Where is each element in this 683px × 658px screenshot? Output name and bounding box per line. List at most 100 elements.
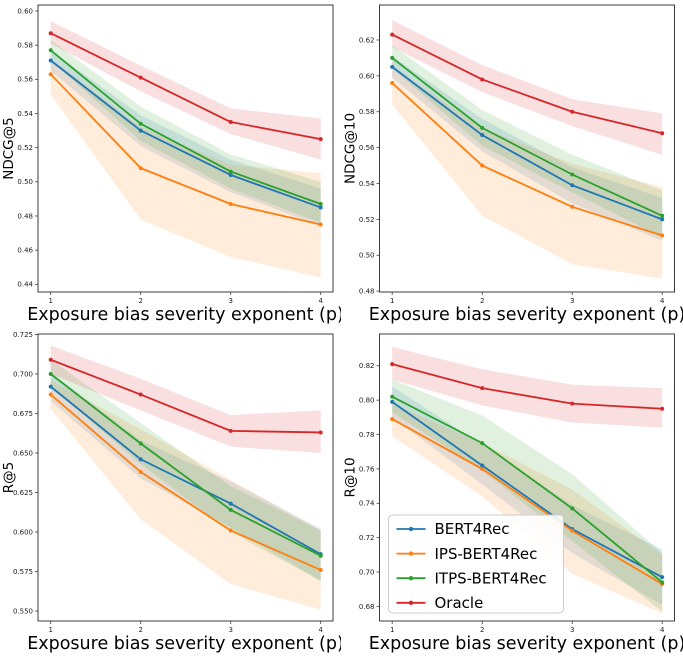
plot-canvas-ndcg10: 0.48 0.50 0.52 0.54 0.56 0.58 0.60 0.62 1 2 3 4Expo…	[343, 4, 683, 325]
y-tick-label: 0.575	[13, 568, 33, 576]
x-tick-label: 3	[570, 626, 574, 634]
marker-BERT4Rec	[390, 399, 395, 404]
legend-marker-Oracle	[408, 600, 414, 605]
y-tick-label: 0.80	[359, 397, 375, 405]
y-tick-label: 0.52	[359, 216, 375, 224]
marker-Oracle	[480, 77, 485, 82]
marker-BERT4Rec	[318, 205, 323, 210]
marker-IPS-BERT4Rec	[318, 222, 323, 227]
marker-IPS-BERT4Rec	[390, 81, 395, 86]
marker-Oracle	[570, 109, 575, 114]
marker-ITPS-BERT4Rec	[390, 55, 395, 60]
y-tick-label: 0.550	[13, 607, 33, 615]
marker-ITPS-BERT4Rec	[570, 506, 575, 511]
y-tick-label: 0.54	[17, 110, 33, 118]
x-tick-label: 3	[228, 626, 232, 634]
band-Oracle	[392, 346, 663, 428]
marker-IPS-BERT4Rec	[570, 528, 575, 533]
marker-IPS-BERT4Rec	[570, 204, 575, 209]
marker-Oracle	[390, 362, 395, 367]
marker-ITPS-BERT4Rec	[318, 202, 323, 207]
y-tick-label: 0.50	[17, 178, 33, 186]
x-tick-label: 2	[480, 297, 484, 305]
plot-frame	[379, 4, 675, 293]
line-IPS-BERT4Rec	[391, 82, 664, 237]
y-tick-label: 0.650	[13, 449, 33, 457]
y-tick-label: 0.600	[13, 528, 33, 536]
legend-marker-BERT4Rec	[408, 526, 414, 532]
marker-Oracle	[660, 131, 665, 136]
x-axis-label: Exposure bias severity exponent (p)	[369, 305, 683, 325]
marker-BERT4Rec	[48, 58, 53, 63]
marker-BERT4Rec	[138, 128, 143, 133]
y-tick-label: 0.58	[359, 108, 375, 116]
legend-marker-ITPS-BERT4Rec	[408, 576, 414, 581]
y-tick-label: 0.76	[359, 465, 375, 473]
subplot-ndcg10: 0.48 0.50 0.52 0.54 0.56 0.58 0.60 0.62 1 2 3 4 Expo…	[341, 0, 683, 329]
subplot-ndcg5: 0.44 0.46 0.48 0.50 0.52 0.54 0.56 0.58 0.60 1 2 3 4…	[0, 0, 341, 329]
marker-IPS-BERT4Rec	[480, 163, 485, 168]
line-IPS-BERT4Rec	[49, 73, 322, 226]
marker-BERT4Rec	[660, 575, 665, 580]
marker-IPS-BERT4Rec	[660, 233, 665, 238]
marker-BERT4Rec	[48, 384, 53, 389]
line-BERT4Rec	[49, 385, 322, 556]
y-tick-label: 0.78	[359, 431, 375, 439]
marker-Oracle	[318, 137, 323, 142]
x-axis-label: Exposure bias severity exponent (p)	[369, 634, 683, 654]
y-tick-label: 0.56	[359, 144, 375, 152]
y-tick-label: 0.625	[13, 489, 33, 497]
marker-Oracle	[480, 386, 485, 391]
line-Oracle	[49, 358, 322, 434]
y-tick-label: 0.56	[17, 76, 33, 84]
x-tick-label: 4	[318, 297, 323, 305]
x-axis-label: Exposure bias severity exponent (p)	[27, 305, 341, 325]
marker-Oracle	[228, 428, 233, 433]
marker-BERT4Rec	[228, 501, 233, 506]
plot-frame	[37, 4, 334, 293]
y-tick-label: 0.58	[17, 42, 33, 50]
line-Oracle	[391, 33, 664, 135]
marker-IPS-BERT4Rec	[480, 466, 485, 471]
legend-box	[388, 514, 564, 614]
marker-ITPS-BERT4Rec	[138, 441, 143, 446]
x-tick-label: 2	[138, 626, 142, 634]
band-ITPS-BERT4Rec	[50, 40, 321, 223]
x-axis-label: Exposure bias severity exponent (p)	[27, 634, 341, 654]
y-tick-label: 0.62	[359, 36, 375, 44]
marker-Oracle	[138, 392, 143, 397]
marker-Oracle	[570, 401, 575, 406]
line-BERT4Rec	[391, 65, 664, 221]
line-IPS-BERT4Rec	[49, 393, 322, 571]
line-BERT4Rec	[391, 400, 664, 579]
marker-Oracle	[660, 406, 665, 411]
marker-ITPS-BERT4Rec	[228, 507, 233, 512]
x-tick-label: 1	[48, 297, 52, 305]
band-ITPS-BERT4Rec	[50, 359, 321, 582]
marker-IPS-BERT4Rec	[318, 567, 323, 572]
marker-IPS-BERT4Rec	[138, 166, 143, 171]
x-tick-label: 2	[480, 626, 484, 634]
marker-BERT4Rec	[480, 463, 485, 468]
band-Oracle	[50, 345, 321, 454]
y-axis-label: R@5	[1, 462, 17, 493]
marker-BERT4Rec	[138, 457, 143, 462]
marker-BERT4Rec	[660, 217, 665, 222]
x-tick-label: 1	[48, 626, 52, 634]
x-tick-label: 1	[390, 297, 394, 305]
band-BERT4Rec	[392, 386, 663, 605]
marker-ITPS-BERT4Rec	[660, 213, 665, 218]
legend-label-Oracle: Oracle	[435, 594, 484, 612]
plot-frame	[37, 333, 334, 622]
marker-BERT4Rec	[480, 133, 485, 138]
marker-Oracle	[48, 31, 53, 36]
band-Oracle	[392, 20, 663, 155]
subplot-r10: 0.68 0.70 0.72 0.74 0.76 0.78 0.80 0.82 1 2 3 4 Expo…	[341, 329, 683, 658]
subplot-r5: 0.550 0.575 0.600 0.625 0.650 0.675 0.700 0.725…	[0, 329, 341, 658]
y-tick-label: 0.48	[17, 212, 33, 220]
marker-BERT4Rec	[390, 64, 395, 69]
x-tick-label: 3	[228, 297, 232, 305]
y-axis-label: NDCG@5	[1, 117, 17, 179]
line-IPS-BERT4Rec	[391, 418, 664, 585]
